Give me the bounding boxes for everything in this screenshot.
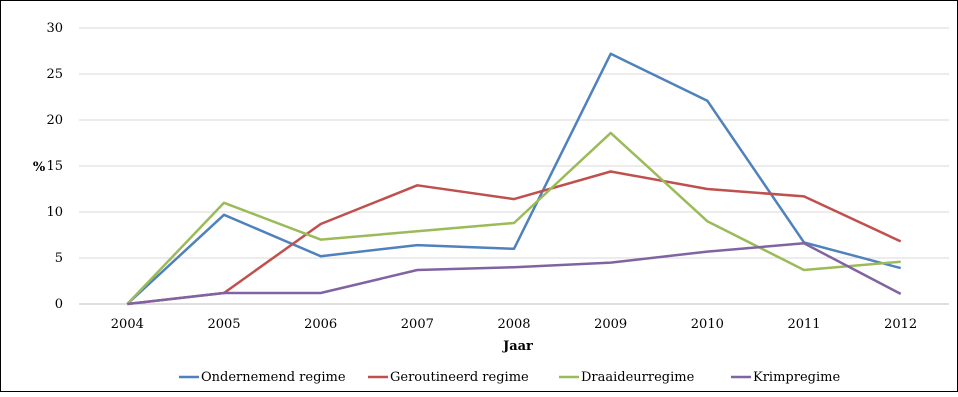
y-tick-label: 25	[46, 67, 63, 82]
y-tick-label: 30	[46, 21, 63, 36]
y-tick-label: 5	[55, 251, 63, 266]
x-tick-label: 2011	[787, 317, 820, 332]
y-tick-label: 10	[46, 205, 63, 220]
series-line-draaideurregime	[126, 131, 901, 305]
x-tick-label: 2006	[304, 317, 337, 332]
legend-label: Draaideurregime	[581, 370, 695, 385]
legend-label: Krimpregime	[753, 370, 840, 385]
x-axis-title: Jaar	[502, 339, 533, 354]
y-tick-label: 20	[46, 113, 63, 128]
x-tick-label: 2005	[207, 317, 240, 332]
series-line-krimpregime	[127, 242, 902, 306]
x-tick-label: 2008	[497, 317, 530, 332]
x-tick-label: 2004	[111, 317, 144, 332]
legend-label: Ondernemend regime	[201, 370, 346, 385]
x-tick-label: 2007	[401, 317, 434, 332]
series-line-geroutineerd-regime	[127, 170, 902, 306]
legend-label: Geroutineerd regime	[390, 370, 529, 385]
x-tick-label: 2010	[691, 317, 724, 332]
x-tick-label: 2012	[884, 317, 917, 332]
y-tick-label: 15	[46, 159, 63, 174]
series-lines	[126, 52, 902, 306]
legend: Ondernemend regime Geroutineerd regime Dra…	[179, 370, 840, 385]
y-axis-ticks: 0 5 10 15 20 25 30	[46, 21, 63, 312]
x-axis-ticks: 2004 2005 2006 2007 2008 2009 2010 2011 2012	[111, 317, 917, 332]
y-tick-label: 0	[55, 297, 63, 312]
y-axis-title: %	[33, 160, 46, 175]
x-tick-label: 2009	[594, 317, 627, 332]
gridlines	[79, 27, 949, 259]
